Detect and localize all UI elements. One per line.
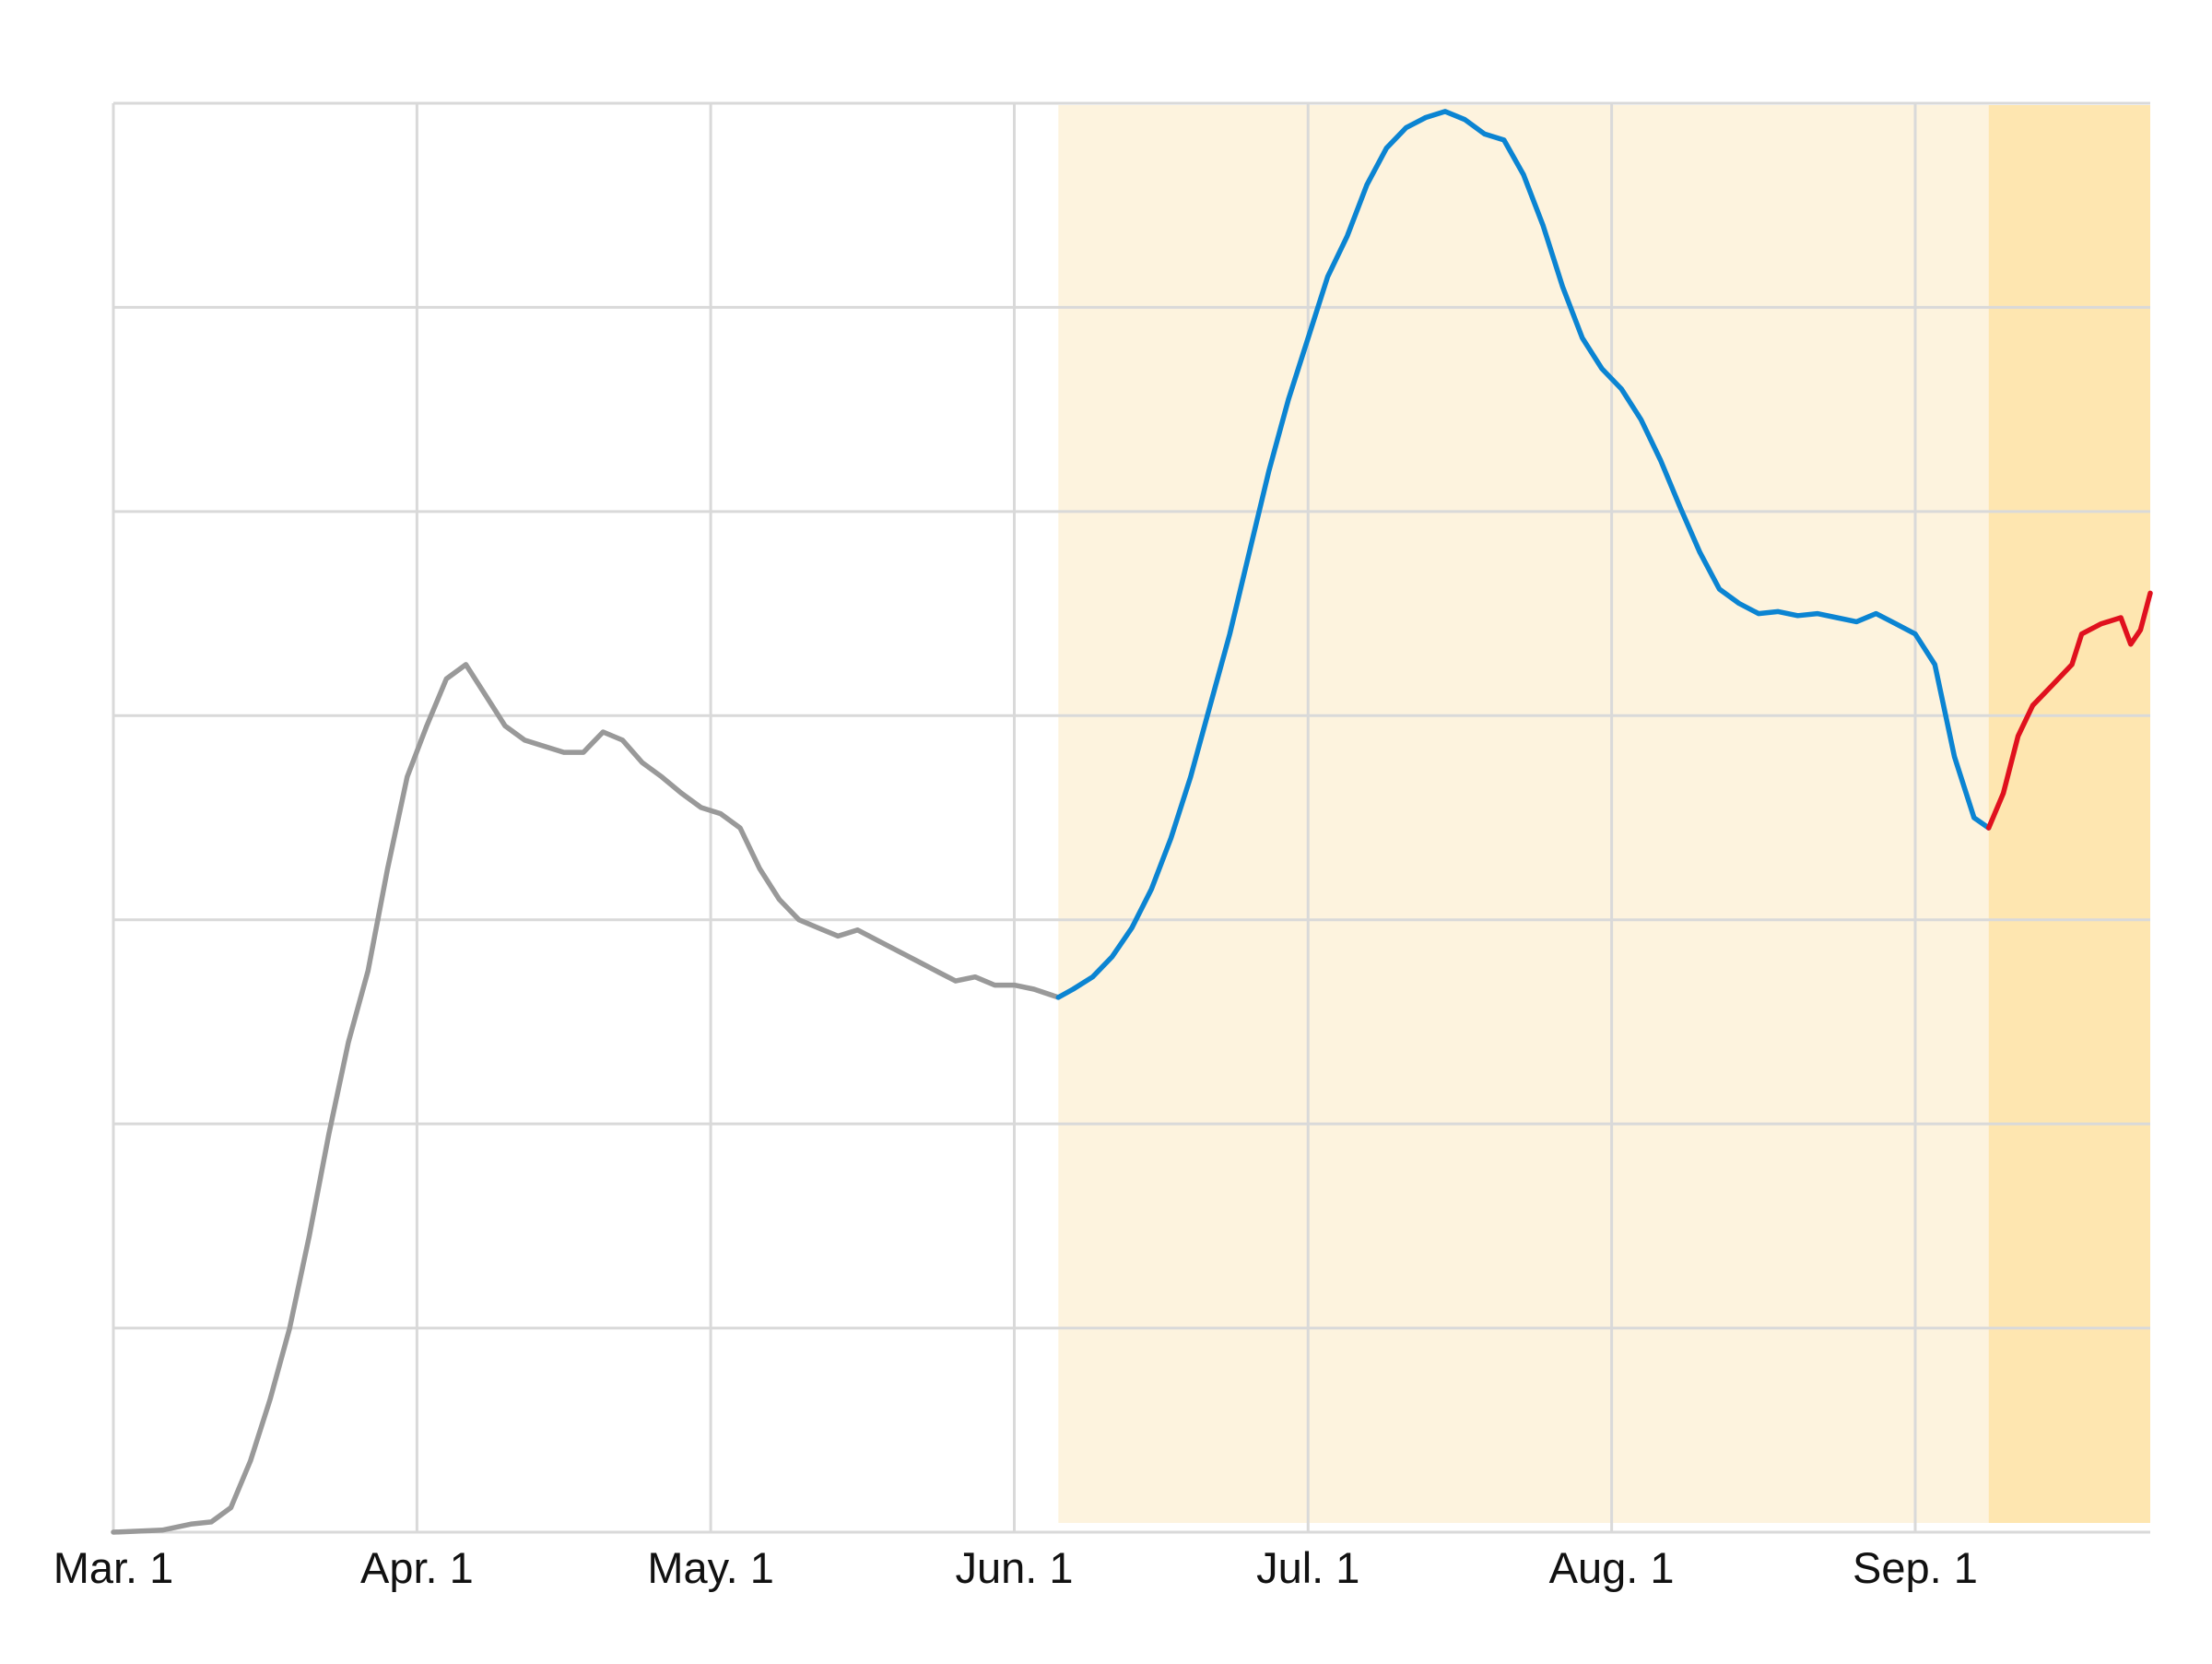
series-line-2 <box>1055 109 1992 1000</box>
x-tick-label: Aug. 1 <box>1549 1543 1675 1592</box>
x-tick-label: Jul. 1 <box>1256 1543 1359 1592</box>
shaded-region-1 <box>1058 105 1989 1523</box>
x-tick-label: Apr. 1 <box>360 1543 474 1592</box>
series-line-3 <box>1985 590 2153 831</box>
x-axis-tick-labels: Mar. 1 Apr. 1 May. 1 Jun. 1 Jul. 1 Aug. 1 Sep.… <box>53 1543 1978 1592</box>
x-tick-label: Mar. 1 <box>53 1543 174 1592</box>
shaded-region-2 <box>1988 105 2150 1523</box>
shaded-periods <box>1058 105 2150 1523</box>
x-tick-label: May. 1 <box>647 1543 774 1592</box>
grid-lines <box>112 101 2150 1534</box>
data-series <box>111 109 2153 1535</box>
x-tick-label: Jun. 1 <box>955 1543 1073 1592</box>
x-tick-label: Sep. 1 <box>1853 1543 1978 1592</box>
series-line-1 <box>111 662 1062 1535</box>
